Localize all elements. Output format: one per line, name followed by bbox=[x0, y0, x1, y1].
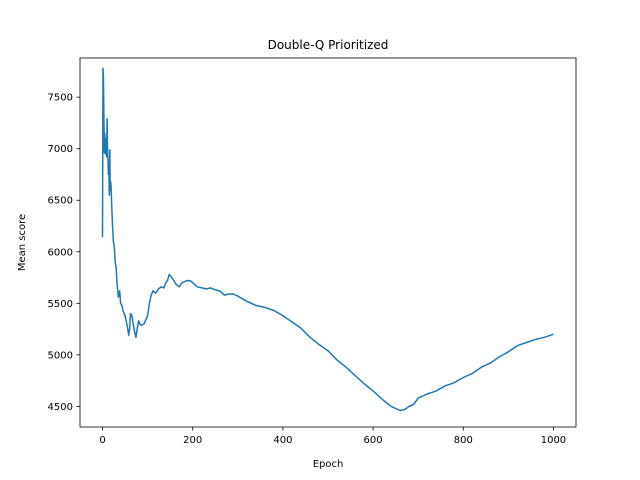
x-tick-label: 1000 bbox=[541, 435, 566, 446]
x-tick-label: 0 bbox=[99, 435, 105, 446]
y-tick-label: 4500 bbox=[48, 402, 73, 413]
axes-frame bbox=[79, 57, 577, 428]
y-axis-label: Mean score bbox=[17, 214, 28, 271]
x-tick-label: 600 bbox=[364, 435, 383, 446]
y-tick-label: 7000 bbox=[48, 144, 73, 155]
y-tick-label: 7500 bbox=[48, 93, 73, 104]
plot-area bbox=[101, 67, 554, 412]
y-axis: 4500 5000 5500 6000 6500 7000 7500 bbox=[48, 93, 80, 413]
y-tick-label: 6000 bbox=[48, 247, 73, 258]
y-tick-label: 5000 bbox=[48, 350, 73, 361]
series-line bbox=[101, 67, 554, 412]
x-axis-label: Epoch bbox=[313, 459, 344, 470]
y-tick-label: 5500 bbox=[48, 299, 73, 310]
x-tick-label: 200 bbox=[183, 435, 202, 446]
x-axis: 0 200 400 600 800 1000 bbox=[99, 427, 566, 446]
chart-title: Double-Q Prioritized bbox=[268, 38, 389, 52]
x-tick-label: 400 bbox=[273, 435, 292, 446]
x-tick-label: 800 bbox=[454, 435, 473, 446]
y-tick-label: 6500 bbox=[48, 196, 73, 207]
